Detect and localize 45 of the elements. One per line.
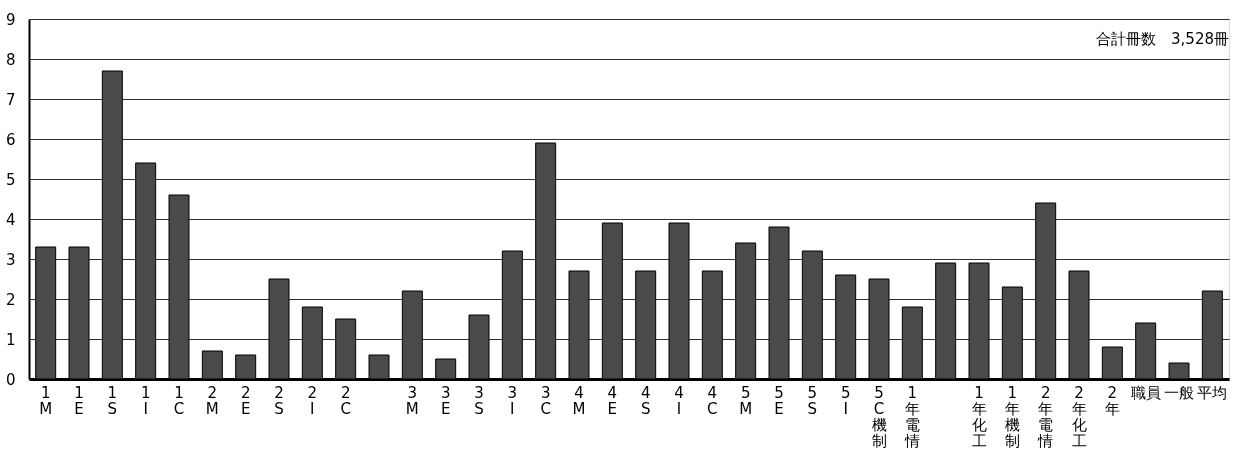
x-tick-label: 4 I <box>674 383 684 418</box>
x-tick-label: 1 S <box>107 383 118 418</box>
y-tick-label: 0 <box>5 370 16 389</box>
annotation: 合計冊数 3,528冊 <box>1096 30 1229 48</box>
x-tick-label: 1 年電情 <box>903 383 920 450</box>
x-tick-label: 1 年機制 <box>1004 383 1020 450</box>
x-tick-label: 1 年化工 <box>971 383 987 450</box>
x-tick-label: 3 M <box>405 383 419 418</box>
y-tick-label: 7 <box>5 90 16 109</box>
x-tick-label: 職員 <box>1130 383 1161 402</box>
y-tick-label: 6 <box>5 130 16 149</box>
x-tick-label: 5 S <box>807 383 818 418</box>
x-tick-label: 4 C <box>707 383 718 418</box>
y-tick-label: 3 <box>5 250 16 269</box>
x-tick-label: 一般 <box>1164 383 1194 402</box>
y-tick-label: 2 <box>5 290 16 309</box>
x-tick-label: 3 E <box>440 383 451 418</box>
x-tick-label: 5 C 機制 <box>871 383 887 450</box>
x-tick-label: 4 E <box>607 383 618 418</box>
x-tick-label: 3 S <box>474 383 484 418</box>
x-tick-label: 2 年 <box>1104 383 1120 418</box>
x-tick-label: 2 E <box>240 383 251 418</box>
x-tick-label: 3 C <box>540 383 551 418</box>
y-tick-label: 1 <box>5 330 16 349</box>
x-tick-label: 2 I <box>307 383 318 418</box>
x-tick-label: 2 C <box>340 383 351 418</box>
x-tick-label: 2 M <box>205 383 219 418</box>
y-tick-label: 4 <box>5 210 16 229</box>
x-tick-label: 3 I <box>507 383 518 418</box>
x-tick-label: 4 M <box>572 383 586 418</box>
x-tick-label: 4 S <box>640 383 651 418</box>
x-tick-label: 2 年化工 <box>1071 383 1087 450</box>
x-tick-label: 平均 <box>1197 383 1228 402</box>
x-tick-label: 2 S <box>274 383 284 418</box>
x-tick-label: 1 C <box>173 383 185 418</box>
x-tick-label: 1 I <box>140 383 151 418</box>
y-tick-label: 9 <box>5 10 16 29</box>
x-tick-label: 5 E <box>774 383 784 418</box>
y-tick-label: 8 <box>5 50 16 69</box>
x-tick-label: 2 年電情 <box>1037 383 1054 450</box>
y-tick-label: 5 <box>5 170 16 189</box>
x-tick-label: 1 M <box>39 383 53 418</box>
x-tick-label: 5 M <box>739 383 753 418</box>
x-tick-label: 1 E <box>74 383 84 418</box>
x-tick-label: 5 I <box>840 383 851 418</box>
